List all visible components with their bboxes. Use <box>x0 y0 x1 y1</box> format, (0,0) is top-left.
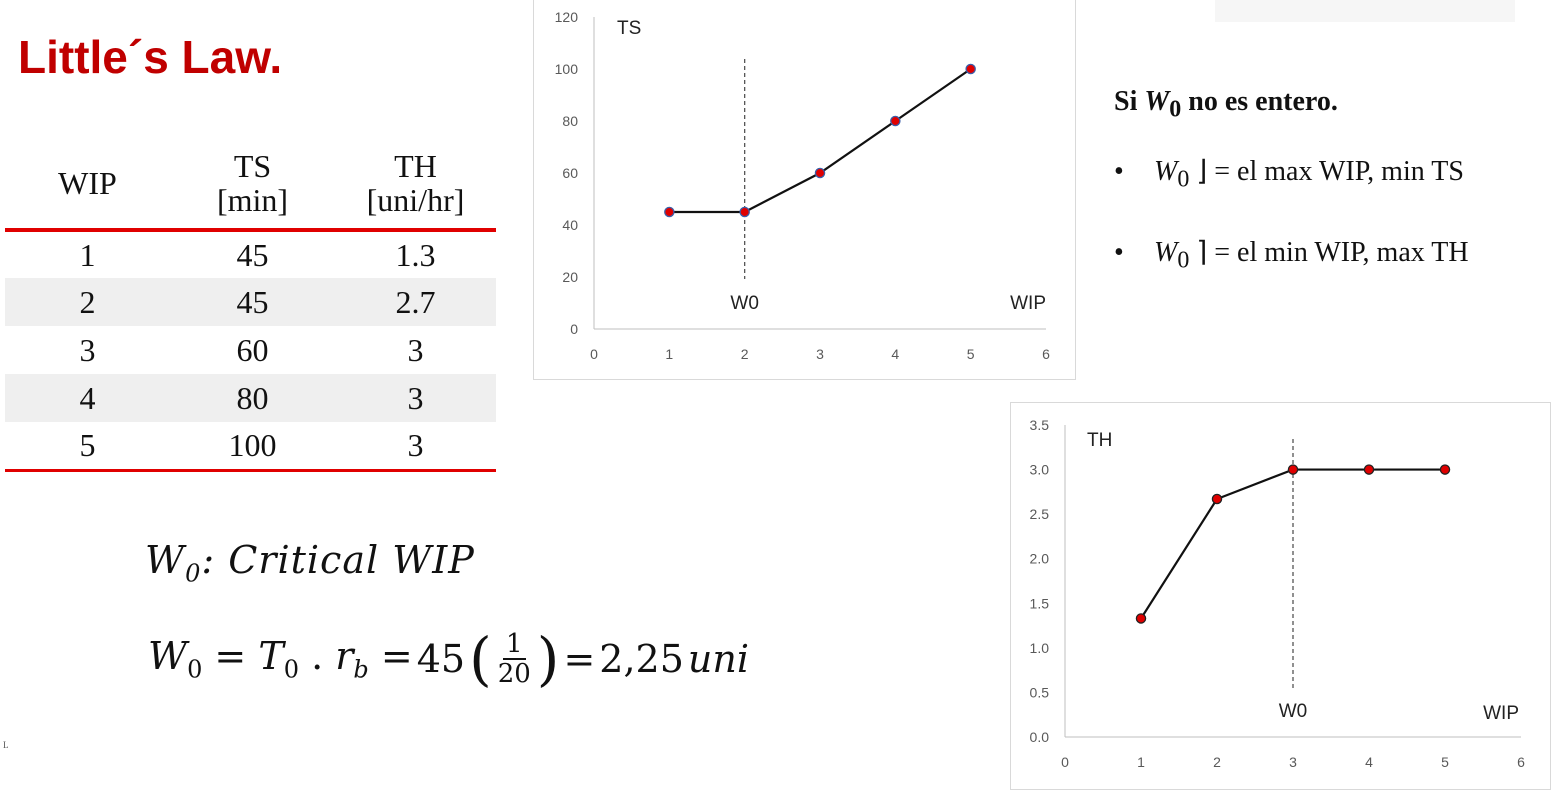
cell-wip: 2 <box>79 283 96 320</box>
th-chart-x-tick-label: 1 <box>1137 754 1145 770</box>
table-row: 5 100 3 <box>5 422 496 470</box>
notes-bullet-floor: • W0 ⌋ = el max WIP, min TS <box>1114 155 1464 193</box>
cell-ts: 100 <box>228 426 277 463</box>
th-chart-x-tick-label: 0 <box>1061 754 1069 770</box>
cell-th: 3 <box>407 426 424 463</box>
ts-chart-data-point <box>965 63 976 75</box>
th-chart-data-point <box>1287 464 1299 475</box>
th-chart-x-tick-label: 5 <box>1441 754 1449 770</box>
header-wip: WIP <box>58 165 117 201</box>
th-chart-y-tick-label: 2.0 <box>1030 551 1050 567</box>
header-th: TH [uni/hr] <box>366 148 465 218</box>
th-chart-x-tick-label: 3 <box>1289 754 1297 770</box>
wip-table: WIP TS [min] TH [uni/hr] 1 45 1.3 2 45 2.7 3 60… <box>5 138 496 472</box>
th-chart-x-tick-label: 2 <box>1213 754 1221 770</box>
cell-ts: 60 <box>236 331 269 368</box>
formula-w0-value: 45 <box>416 637 466 681</box>
ts-chart: 0 20 40 60 80 100 120 0 1 2 3 4 5 6 W0 TS WIP <box>555 9 1050 362</box>
cell-th: 3 <box>407 379 424 416</box>
table-row: 2 45 2.7 <box>5 278 496 326</box>
page-title: Little´s Law. <box>18 31 283 83</box>
ts-chart-y-tick-label: 80 <box>562 113 578 129</box>
th-chart-title: TH <box>1087 430 1112 451</box>
th-chart-y-tick-label: 3.5 <box>1030 417 1050 433</box>
cell-wip: 5 <box>79 426 96 463</box>
critical-wip-formula: W0 = T0 . rb = 45 ( 1 20 ) = 2,25 uni <box>148 625 749 693</box>
ts-chart-y-tick-label: 20 <box>562 269 578 285</box>
formula-result-unit: uni <box>687 637 749 681</box>
ts-chart-x-tick-label: 5 <box>967 346 975 362</box>
th-chart-x-tick-label: 4 <box>1365 754 1373 770</box>
ts-chart-y-tick-label: 120 <box>555 9 579 25</box>
th-chart-data-point <box>1211 493 1223 505</box>
ts-chart-x-tick-label: 4 <box>891 346 899 362</box>
ts-chart-data-point <box>890 115 901 127</box>
ts-chart-x-tick-label: 0 <box>590 346 598 362</box>
table-row: 4 80 3 <box>5 374 496 422</box>
cell-wip: 4 <box>79 379 96 416</box>
formula-fraction: 1 20 <box>497 629 531 689</box>
th-chart-x-tick-label: 6 <box>1517 754 1525 770</box>
ts-chart-box: 0 20 40 60 80 100 120 0 1 2 3 4 5 6 W0 TS WIP <box>533 0 1076 380</box>
th-chart-data-point <box>1363 464 1375 475</box>
ts-chart-x-tick-label: 2 <box>741 346 749 362</box>
critical-wip-definition: W0: Critical WIP <box>145 538 475 588</box>
header-ts: TS [min] <box>216 148 289 218</box>
ts-chart-y-tick-label: 100 <box>555 61 579 77</box>
ts-chart-y-tick-label: 40 <box>562 217 578 233</box>
th-chart-y-tick-label: 0.5 <box>1030 684 1050 700</box>
ts-chart-data-point <box>664 206 675 218</box>
th-chart-x-axis-label: WIP <box>1483 703 1519 724</box>
th-chart-y-tick-label: 0.0 <box>1030 729 1050 745</box>
cell-ts: 45 <box>236 283 269 320</box>
table-row: 3 60 3 <box>5 326 496 374</box>
ts-chart-w0-label: W0 <box>730 293 759 314</box>
ts-chart-data-point <box>739 206 750 218</box>
ts-chart-title: TS <box>617 18 641 39</box>
cell-ts: 45 <box>236 236 269 273</box>
th-chart-data-point <box>1135 613 1147 624</box>
th-chart-y-tick-label: 1.5 <box>1030 595 1050 611</box>
ts-chart-y-tick-label: 0 <box>570 321 578 337</box>
top-bar-placeholder <box>1215 0 1515 22</box>
ts-chart-data-point <box>814 167 826 179</box>
ts-chart-x-tick-label: 6 <box>1042 346 1050 362</box>
cell-th: 3 <box>407 331 424 368</box>
cell-th: 1.3 <box>395 236 436 273</box>
cell-wip: 1 <box>79 236 96 273</box>
cell-th: 2.7 <box>395 283 436 320</box>
notes-bullet-ceil: • W0 ⌉ = el min WIP, max TH <box>1114 237 1469 274</box>
ts-chart-x-tick-label: 1 <box>665 346 673 362</box>
table-row: 1 45 1.3 <box>5 230 496 278</box>
th-chart-y-tick-label: 1.0 <box>1030 640 1050 656</box>
formula-result: 2,25 <box>599 637 684 681</box>
cell-ts: 80 <box>236 379 269 416</box>
th-chart-y-tick-label: 3.0 <box>1030 462 1050 478</box>
th-chart-w0-label: W0 <box>1279 701 1308 722</box>
th-chart-data-point <box>1439 464 1451 475</box>
ts-chart-x-tick-label: 3 <box>816 346 824 362</box>
th-chart: 0.0 0.5 1.0 1.5 2.0 2.5 3.0 3.5 0 1 2 3 4 5 6 W0 TH WIP <box>1030 417 1526 770</box>
notes-heading: Si W0 no es entero. <box>1114 86 1338 123</box>
footnote-mark: L <box>3 740 9 750</box>
th-chart-y-tick-label: 2.5 <box>1030 506 1050 522</box>
notes-panel: Si W0 no es entero. • W0 ⌋ = el max WIP, … <box>1114 86 1469 317</box>
critical-wip-label: Critical WIP <box>228 538 475 582</box>
ts-chart-y-tick-label: 60 <box>562 165 578 181</box>
ts-chart-x-axis-label: WIP <box>1010 293 1046 314</box>
ts-chart-series-line <box>669 68 972 214</box>
table-header-row: WIP TS [min] TH [uni/hr] <box>5 138 496 230</box>
cell-wip: 3 <box>79 331 96 368</box>
th-chart-box: 0.0 0.5 1.0 1.5 2.0 2.5 3.0 3.5 0 1 2 3 4 5 6 W0 TH WIP <box>1010 402 1551 790</box>
